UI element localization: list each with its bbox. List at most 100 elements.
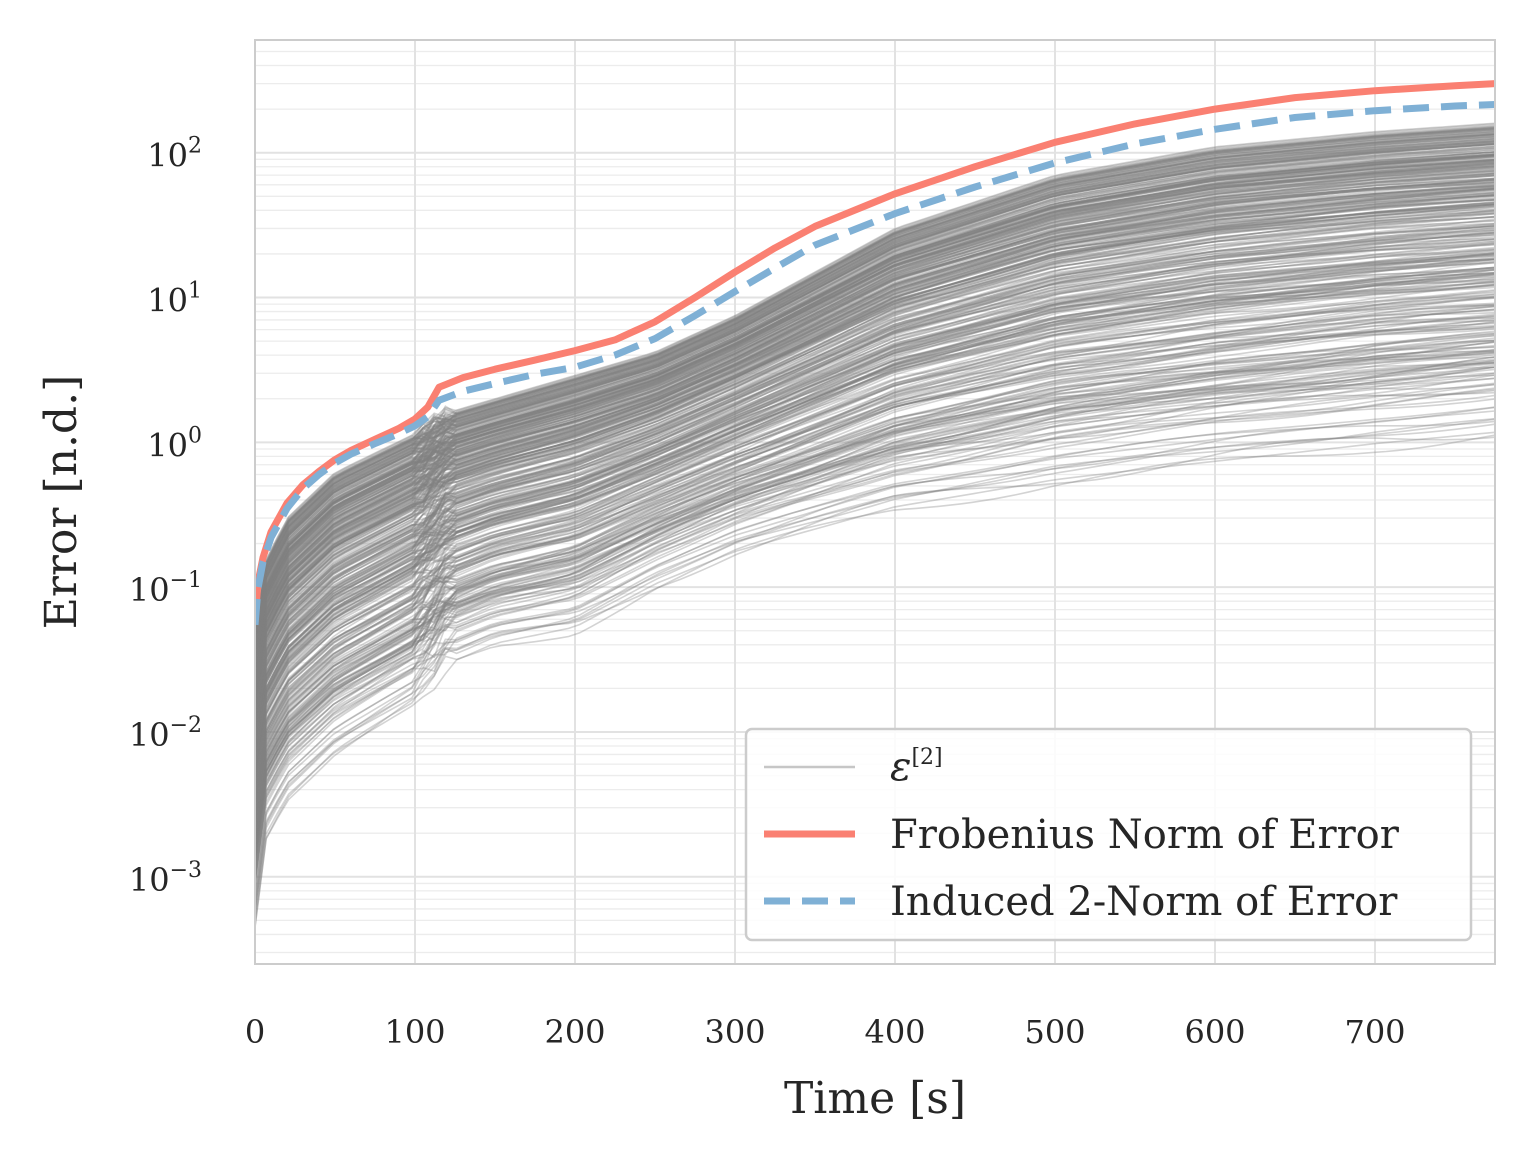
ensemble-line (255, 248, 1495, 750)
ensemble-line (255, 159, 1495, 666)
ensemble-line (255, 133, 1495, 642)
ensemble-line (255, 162, 1495, 670)
ensemble-line (255, 159, 1495, 667)
ensemble-line (255, 146, 1495, 654)
ensemble-line (255, 187, 1495, 693)
ensemble-line (255, 304, 1495, 802)
ensemble-line (255, 273, 1495, 774)
ensemble-line (255, 274, 1495, 775)
ensemble-line (255, 173, 1495, 680)
ensemble-line (255, 293, 1495, 792)
ensemble-line (255, 151, 1495, 658)
ensemble-line (255, 170, 1495, 676)
ensemble-line (255, 177, 1495, 683)
ensemble-line (255, 158, 1495, 666)
y-tick-base: 10 (129, 716, 170, 754)
x-tick-label: 200 (544, 1013, 605, 1051)
ensemble-line (255, 279, 1495, 781)
ensemble-line (255, 276, 1495, 778)
norm-series-lines (255, 80, 1495, 626)
ensemble-line (255, 127, 1495, 636)
ensemble-line (255, 163, 1495, 670)
ensemble-line (255, 247, 1495, 750)
ensemble-line (255, 184, 1495, 690)
ensemble-line (255, 138, 1495, 646)
ensemble-line (255, 295, 1495, 794)
ensemble-line (255, 129, 1495, 638)
ensemble-line (255, 124, 1495, 634)
ensemble-line (255, 185, 1495, 691)
y-tick-label: 100 (147, 423, 202, 464)
ensemble-line (255, 164, 1495, 671)
ensemble-line (255, 206, 1495, 710)
ensemble-line (255, 271, 1495, 772)
ensemble-line (255, 160, 1495, 668)
ensemble-line (255, 163, 1495, 670)
ensemble-line (255, 252, 1495, 754)
ensemble-line (255, 203, 1495, 709)
ensemble-line (255, 344, 1495, 841)
ensemble-line (255, 312, 1495, 809)
ensemble-line (255, 228, 1495, 731)
ensemble-line (255, 305, 1495, 804)
x-tick-label: 300 (704, 1013, 765, 1051)
y-tick-base: 10 (147, 137, 188, 175)
ensemble-line (255, 255, 1495, 756)
ensemble-line (255, 295, 1495, 795)
ensemble-line (255, 174, 1495, 680)
ensemble-line (255, 154, 1495, 662)
ensemble-line (255, 305, 1495, 803)
ensemble-line (255, 238, 1495, 741)
ensemble-line (255, 284, 1495, 784)
y-tick-label: 10−3 (129, 858, 202, 899)
ensemble-line (255, 339, 1495, 835)
ensemble-line (255, 133, 1495, 642)
ensemble-line (255, 193, 1495, 699)
ensemble-line (255, 125, 1495, 634)
ensemble-line (255, 155, 1495, 662)
ensemble-line (255, 168, 1495, 675)
ensemble-line (255, 229, 1495, 732)
ensemble-line (255, 158, 1495, 665)
ensemble-line (255, 236, 1495, 739)
ensemble-line (255, 417, 1495, 910)
ensemble-line (255, 238, 1495, 741)
ensemble-line (255, 172, 1495, 679)
ensemble-line (255, 126, 1495, 635)
ensemble-line (255, 388, 1495, 883)
plot-area (254, 39, 1496, 965)
ensemble-line (255, 170, 1495, 676)
ensemble-line (255, 374, 1495, 871)
ensemble-line (255, 244, 1495, 745)
ensemble-line (255, 391, 1495, 884)
ensemble-line (255, 131, 1495, 640)
ensemble-line (255, 372, 1495, 867)
ensemble-line (255, 309, 1495, 807)
y-tick-exponent: −3 (170, 858, 202, 883)
error-ensemble-series (255, 122, 1495, 928)
ensemble-line (255, 140, 1495, 649)
ensemble-line (255, 254, 1495, 756)
ensemble-line (255, 201, 1495, 706)
ensemble-line (255, 151, 1495, 659)
ensemble-line (255, 436, 1495, 927)
ensemble-line (255, 165, 1495, 672)
ensemble-line (255, 382, 1495, 877)
ensemble-line (255, 304, 1495, 801)
ensemble-line (255, 166, 1495, 673)
ensemble-line (255, 333, 1495, 830)
ensemble-line (255, 269, 1495, 769)
y-axis-label: Error [n.d.] (36, 375, 87, 630)
ensemble-line (255, 127, 1495, 636)
ensemble-line (255, 352, 1495, 848)
ensemble-line (255, 190, 1495, 696)
ensemble-line (255, 179, 1495, 686)
ensemble-line (255, 135, 1495, 644)
ensemble-line (255, 186, 1495, 692)
ensemble-line (255, 137, 1495, 646)
ensemble-line (255, 359, 1495, 857)
ensemble-line (255, 240, 1495, 742)
ensemble-line (255, 340, 1495, 839)
ensemble-line (255, 192, 1495, 698)
ensemble-line (255, 131, 1495, 640)
